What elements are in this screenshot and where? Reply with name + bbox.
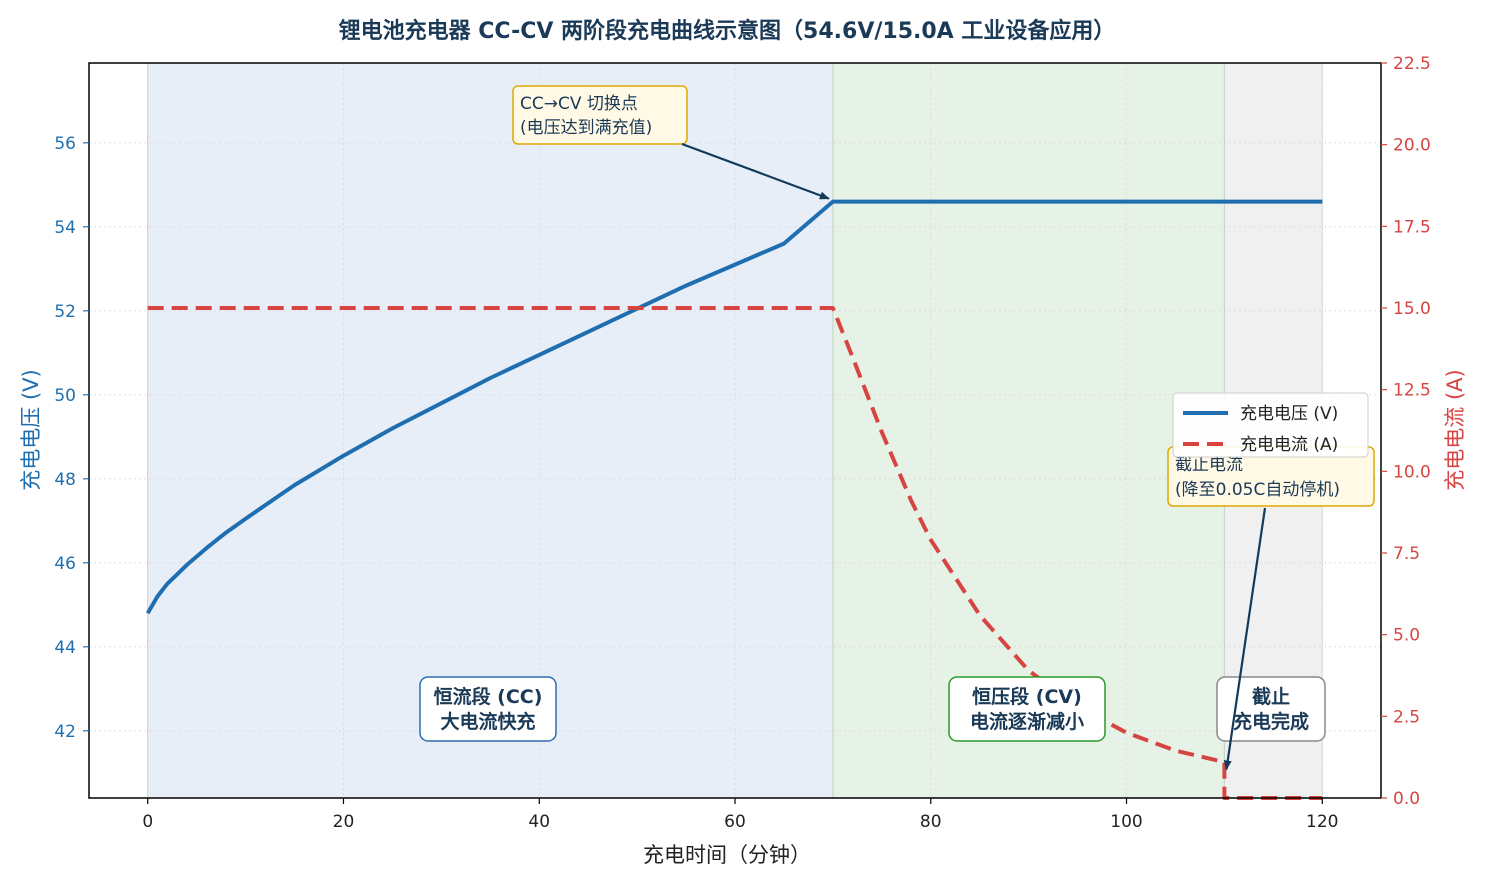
- phase-label-box-2: [1216, 676, 1326, 742]
- phase-label-box-1: [948, 676, 1106, 742]
- annotation-line1-0: CC→CV 切换点: [520, 94, 638, 114]
- x-tick-label-4: 80: [920, 812, 942, 832]
- y-left-tick-label-0: 42: [54, 722, 76, 742]
- y-right-tick-label-6: 15.0: [1393, 299, 1431, 319]
- y-left-tick-label-5: 52: [54, 302, 76, 322]
- phase-band-0: [147, 63, 833, 798]
- y-right-tick-label-5: 12.5: [1393, 381, 1431, 401]
- y-left-tick-label-2: 46: [54, 554, 76, 574]
- legend-box: [1172, 392, 1369, 458]
- phase-label-line1-0: 恒流段 (CC): [434, 685, 543, 708]
- y-right-tick-label-3: 7.5: [1393, 544, 1420, 564]
- y-right-tick-label-9: 22.5: [1393, 54, 1431, 74]
- y-axis-right-title: 充电电流 (A): [1443, 369, 1467, 490]
- y-left-tick-label-4: 50: [54, 386, 76, 406]
- y-axis-left-title: 充电电压 (V): [19, 369, 43, 490]
- legend-label-1: 充电电流 (A): [1240, 435, 1338, 455]
- annotation-arrow-0: [681, 142, 830, 200]
- y-left-tick-label-3: 48: [54, 470, 76, 490]
- x-tick-label-1: 20: [333, 812, 355, 832]
- y-left-tick-label-7: 56: [54, 134, 76, 154]
- phase-bands: [147, 63, 1323, 798]
- y-right-tick-label-2: 5.0: [1393, 626, 1420, 646]
- x-tick-label-5: 100: [1110, 812, 1142, 832]
- x-tick-label-6: 120: [1306, 812, 1338, 832]
- y-right-tick-label-4: 10.0: [1393, 462, 1431, 482]
- annotation-box-0: [512, 85, 688, 145]
- x-axis-title: 充电时间（分钟）: [643, 843, 811, 867]
- y-right-tick-label-7: 17.5: [1393, 217, 1431, 237]
- annotation-arrow-1: [1223, 507, 1267, 771]
- legend-label-0: 充电电压 (V): [1240, 404, 1338, 424]
- phase-label-box-0: [419, 676, 557, 742]
- phase-label-line1-2: 截止: [1252, 685, 1290, 708]
- annotations: CC→CV 切换点 (电压达到满充值) 截止电流 (降至0.05C自动停机): [512, 85, 1375, 771]
- tick-group: 0 20 40 60 80 100 120 42 44 46 48 50 52 54 56 0.0 2.5 5.0…: [54, 54, 1431, 832]
- y-right-tick-label-0: 0.0: [1393, 789, 1420, 809]
- annotation-line2-0: (电压达到满充值): [520, 118, 652, 138]
- annotation-line2-1: (降至0.05C自动停机): [1175, 480, 1340, 500]
- series-line-1: [147, 306, 1323, 800]
- phase-band-1: [832, 63, 1225, 798]
- y-right-tick-label-1: 2.5: [1393, 707, 1420, 727]
- legend: 充电电压 (V) 充电电流 (A): [1172, 392, 1369, 458]
- y-right-tick-label-8: 20.0: [1393, 136, 1431, 156]
- phase-label-line2-0: 大电流快充: [440, 710, 535, 733]
- phase-label-line2-1: 电流逐渐减小: [970, 710, 1084, 733]
- phase-label-line1-1: 恒压段 (CV): [972, 685, 1082, 708]
- series-line-0: [145, 199, 1323, 615]
- x-tick-label-3: 60: [724, 812, 746, 832]
- annotation-line1-1: 截止电流: [1175, 455, 1243, 475]
- y-left-tick-label-6: 54: [54, 218, 76, 238]
- series-group: [145, 199, 1323, 800]
- y-left-tick-label-1: 44: [54, 638, 76, 658]
- chart-title: 锂电池充电器 CC-CV 两阶段充电曲线示意图（54.6V/15.0A 工业设备…: [339, 18, 1116, 44]
- x-tick-label-2: 40: [528, 812, 550, 832]
- x-tick-label-0: 0: [142, 812, 153, 832]
- phase-label-line2-2: 充电完成: [1233, 710, 1309, 733]
